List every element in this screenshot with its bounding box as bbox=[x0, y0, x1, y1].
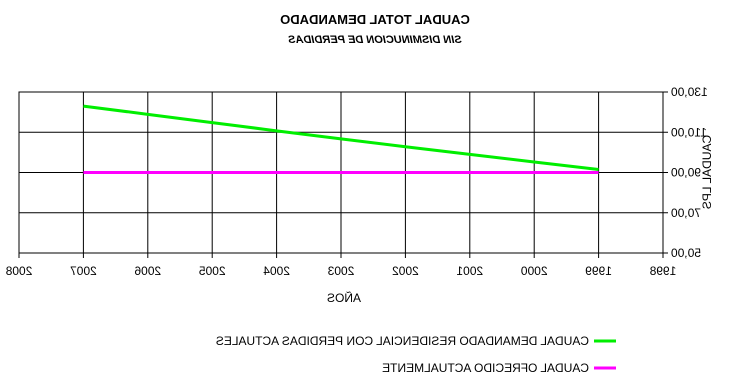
y-axis-ticks: 50,00 70,00 90,00 110,00 130,00 bbox=[663, 85, 708, 260]
legend: CAUDAL DEMANDADO RESIDENCIAL CON PERDIDA… bbox=[216, 334, 616, 375]
x-tick-label: 2008 bbox=[5, 264, 32, 278]
legend-label-2: CAUDAL OFRECIDO ACTUALMENTE bbox=[382, 361, 589, 375]
chart-title: CAUDAL TOTAL DEMANDADO bbox=[280, 12, 470, 27]
y-tick-label: 50,00 bbox=[671, 246, 701, 260]
x-tick-label: 2006 bbox=[134, 264, 161, 278]
x-tick-label: 1998 bbox=[649, 264, 676, 278]
x-tick-label: 1999 bbox=[585, 264, 612, 278]
series-line-1 bbox=[83, 104, 599, 171]
x-tick-label: 2002 bbox=[392, 264, 419, 278]
y-tick-label: 110,00 bbox=[671, 125, 707, 139]
x-tick-label: 2000 bbox=[521, 264, 548, 278]
y-tick-label: 130,00 bbox=[671, 85, 708, 99]
x-tick-label: 2005 bbox=[199, 264, 226, 278]
x-axis-label: AÑOS bbox=[327, 291, 361, 305]
y-tick-label: 70,00 bbox=[671, 206, 701, 220]
y-axis-label: CAUDAL LPS bbox=[700, 135, 714, 209]
x-tick-label: 2007 bbox=[70, 264, 97, 278]
series-lines bbox=[83, 104, 599, 174]
chart-subtitle: SIN DISMINUCION DE PERDIDAS bbox=[288, 34, 462, 46]
y-tick-label: 90,00 bbox=[671, 166, 701, 180]
x-tick-label: 2001 bbox=[456, 264, 483, 278]
legend-label-1: CAUDAL DEMANDADO RESIDENCIAL CON PERDIDA… bbox=[216, 334, 589, 348]
x-tick-label: 2004 bbox=[263, 264, 290, 278]
x-tick-label: 2003 bbox=[327, 264, 354, 278]
x-axis-ticks: 1998 1999 2000 2001 2002 2003 2004 2005 2006 2007… bbox=[5, 253, 676, 278]
